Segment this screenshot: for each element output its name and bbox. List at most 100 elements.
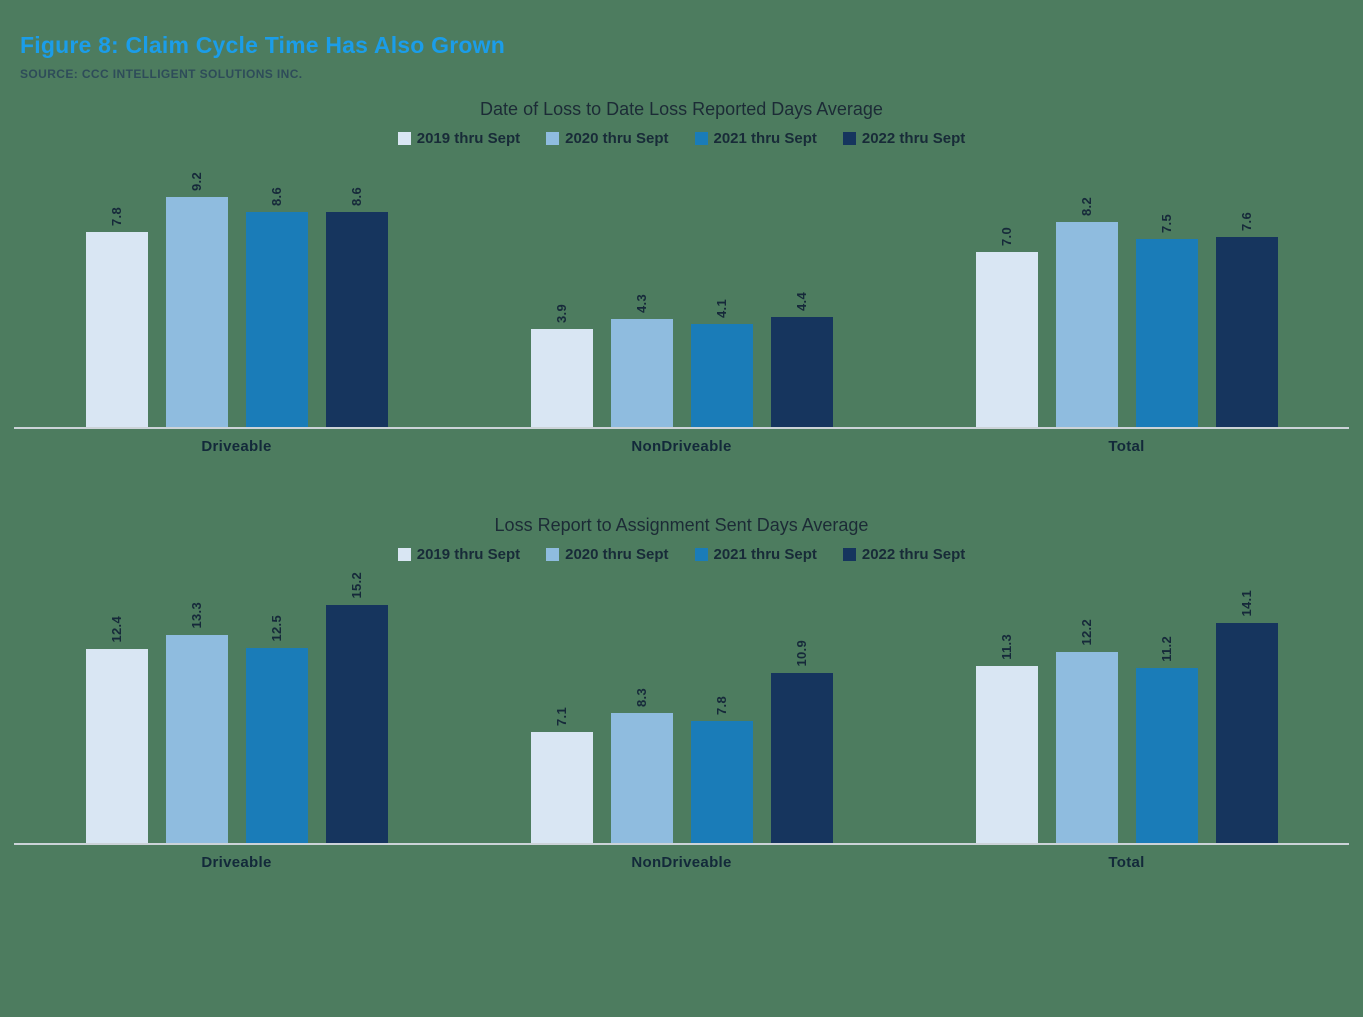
category-label: NonDriveable — [631, 438, 732, 455]
bar-column: 14.1 — [1215, 590, 1278, 843]
bar-2019-thru-sept — [975, 666, 1038, 843]
bar-2019-thru-sept — [85, 649, 148, 843]
bar-value-label: 14.1 — [1239, 590, 1254, 617]
legend-label: 2021 thru Sept — [713, 546, 817, 563]
bar-2019-thru-sept — [85, 232, 148, 427]
bar-value-label: 10.9 — [794, 640, 809, 667]
legend-swatch — [694, 548, 708, 561]
bar-value-label: 12.2 — [1079, 619, 1094, 646]
legend: 2019 thru Sept 2020 thru Sept 2021 thru Se… — [14, 546, 1349, 563]
bar-value-label: 7.8 — [109, 207, 124, 226]
legend-swatch — [546, 548, 560, 561]
bar-column: 12.5 — [245, 615, 308, 843]
bar-2020-thru-sept — [1055, 652, 1118, 843]
bar-column: 3.9 — [530, 304, 593, 427]
bar-group: 7.1 8.3 7.8 10.9 — [522, 593, 842, 843]
category-label: Total — [1108, 854, 1145, 871]
bar-value-label: 12.4 — [109, 616, 124, 643]
bar-group: 7.0 8.2 7.5 7.6 — [967, 177, 1287, 427]
bar-column: 7.8 — [690, 696, 753, 843]
bar-2021-thru-sept — [1135, 239, 1198, 427]
bar-2022-thru-sept — [325, 605, 388, 843]
bar-column: 7.0 — [975, 227, 1038, 427]
bar-group: 11.3 12.2 11.2 14.1 — [967, 590, 1287, 843]
bar-2021-thru-sept — [690, 324, 753, 427]
bar-column: 9.2 — [165, 172, 228, 427]
legend-label: 2020 thru Sept — [565, 130, 669, 147]
legend-label: 2020 thru Sept — [565, 546, 669, 563]
bar-value-label: 11.2 — [1159, 636, 1174, 662]
bar-column: 4.3 — [610, 294, 673, 427]
bar-column: 12.2 — [1055, 619, 1118, 843]
legend-swatch — [397, 548, 411, 561]
bar-2022-thru-sept — [770, 317, 833, 427]
chart-loss-report-to-assignment: Loss Report to Assignment Sent Days Aver… — [14, 515, 1349, 871]
category-label: NonDriveable — [631, 854, 732, 871]
bar-value-label: 12.5 — [269, 615, 284, 642]
bar-2021-thru-sept — [1135, 668, 1198, 843]
legend-swatch — [694, 132, 708, 145]
bar-value-label: 8.3 — [634, 688, 649, 707]
legend-swatch — [546, 132, 560, 145]
bar-2020-thru-sept — [1055, 222, 1118, 427]
bar-value-label: 8.6 — [269, 187, 284, 206]
bar-value-label: 13.3 — [189, 602, 204, 629]
bar-group: 12.4 13.3 12.5 15.2 — [77, 572, 397, 843]
legend-item: 2021 thru Sept — [694, 546, 817, 563]
legend-item: 2022 thru Sept — [842, 130, 966, 147]
bar-column: 11.3 — [975, 634, 1038, 843]
bar-value-label: 3.9 — [554, 304, 569, 323]
plot-area: 12.4 13.3 12.5 15.2 7.1 8.3 7.8 10.9 11.3 12.2 11.… — [14, 572, 1349, 845]
bar-column: 11.2 — [1135, 636, 1198, 843]
legend-item: 2020 thru Sept — [546, 546, 669, 563]
bar-value-label: 4.1 — [714, 299, 729, 318]
legend: 2019 thru Sept 2020 thru Sept 2021 thru Se… — [14, 130, 1349, 147]
legend-label: 2019 thru Sept — [416, 546, 521, 563]
legend-label: 2022 thru Sept — [861, 130, 966, 147]
bar-2019-thru-sept — [530, 329, 593, 427]
bar-value-label: 7.0 — [999, 227, 1014, 246]
bar-column: 8.2 — [1055, 197, 1118, 427]
chart-title: Loss Report to Assignment Sent Days Aver… — [494, 515, 869, 535]
figure-source: SOURCE: CCC INTELLIGENT SOLUTIONS INC. — [20, 67, 303, 81]
bar-column: 12.4 — [85, 616, 148, 843]
chart-date-of-loss-to-reported: Date of Loss to Date Loss Reported Days … — [14, 99, 1349, 455]
bar-value-label: 7.6 — [1239, 212, 1254, 231]
bar-2022-thru-sept — [1215, 237, 1278, 427]
legend-label: 2021 thru Sept — [713, 130, 817, 147]
category-label: Driveable — [201, 438, 272, 455]
bar-value-label: 7.5 — [1159, 214, 1174, 233]
bar-column: 7.1 — [530, 707, 593, 843]
bar-column: 4.1 — [690, 299, 753, 427]
bar-column: 7.8 — [85, 207, 148, 427]
bar-2021-thru-sept — [690, 721, 753, 843]
legend-swatch — [842, 132, 856, 145]
category-axis: Driveable NonDriveable Total — [14, 845, 1349, 871]
bar-2021-thru-sept — [245, 648, 308, 843]
bar-value-label: 11.3 — [999, 634, 1014, 660]
bar-column: 8.6 — [325, 187, 388, 427]
bar-column: 15.2 — [325, 572, 388, 843]
bar-column: 7.5 — [1135, 214, 1198, 427]
legend-item: 2019 thru Sept — [397, 130, 521, 147]
legend-swatch — [397, 132, 411, 145]
category-axis: Driveable NonDriveable Total — [14, 429, 1349, 455]
legend-swatch — [842, 548, 856, 561]
bar-2021-thru-sept — [245, 212, 308, 427]
bar-column: 4.4 — [770, 292, 833, 427]
bar-column: 13.3 — [165, 602, 228, 843]
bar-value-label: 4.3 — [634, 294, 649, 313]
legend-item: 2021 thru Sept — [694, 130, 817, 147]
bar-2022-thru-sept — [770, 673, 833, 843]
legend-label: 2022 thru Sept — [861, 546, 966, 563]
bar-2019-thru-sept — [975, 252, 1038, 427]
category-label: Total — [1108, 438, 1145, 455]
category-label: Driveable — [201, 854, 272, 871]
bar-column: 10.9 — [770, 640, 833, 843]
bar-column: 7.6 — [1215, 212, 1278, 427]
legend-label: 2019 thru Sept — [416, 130, 521, 147]
legend-item: 2019 thru Sept — [397, 546, 521, 563]
bar-value-label: 8.2 — [1079, 197, 1094, 216]
bar-2022-thru-sept — [325, 212, 388, 427]
